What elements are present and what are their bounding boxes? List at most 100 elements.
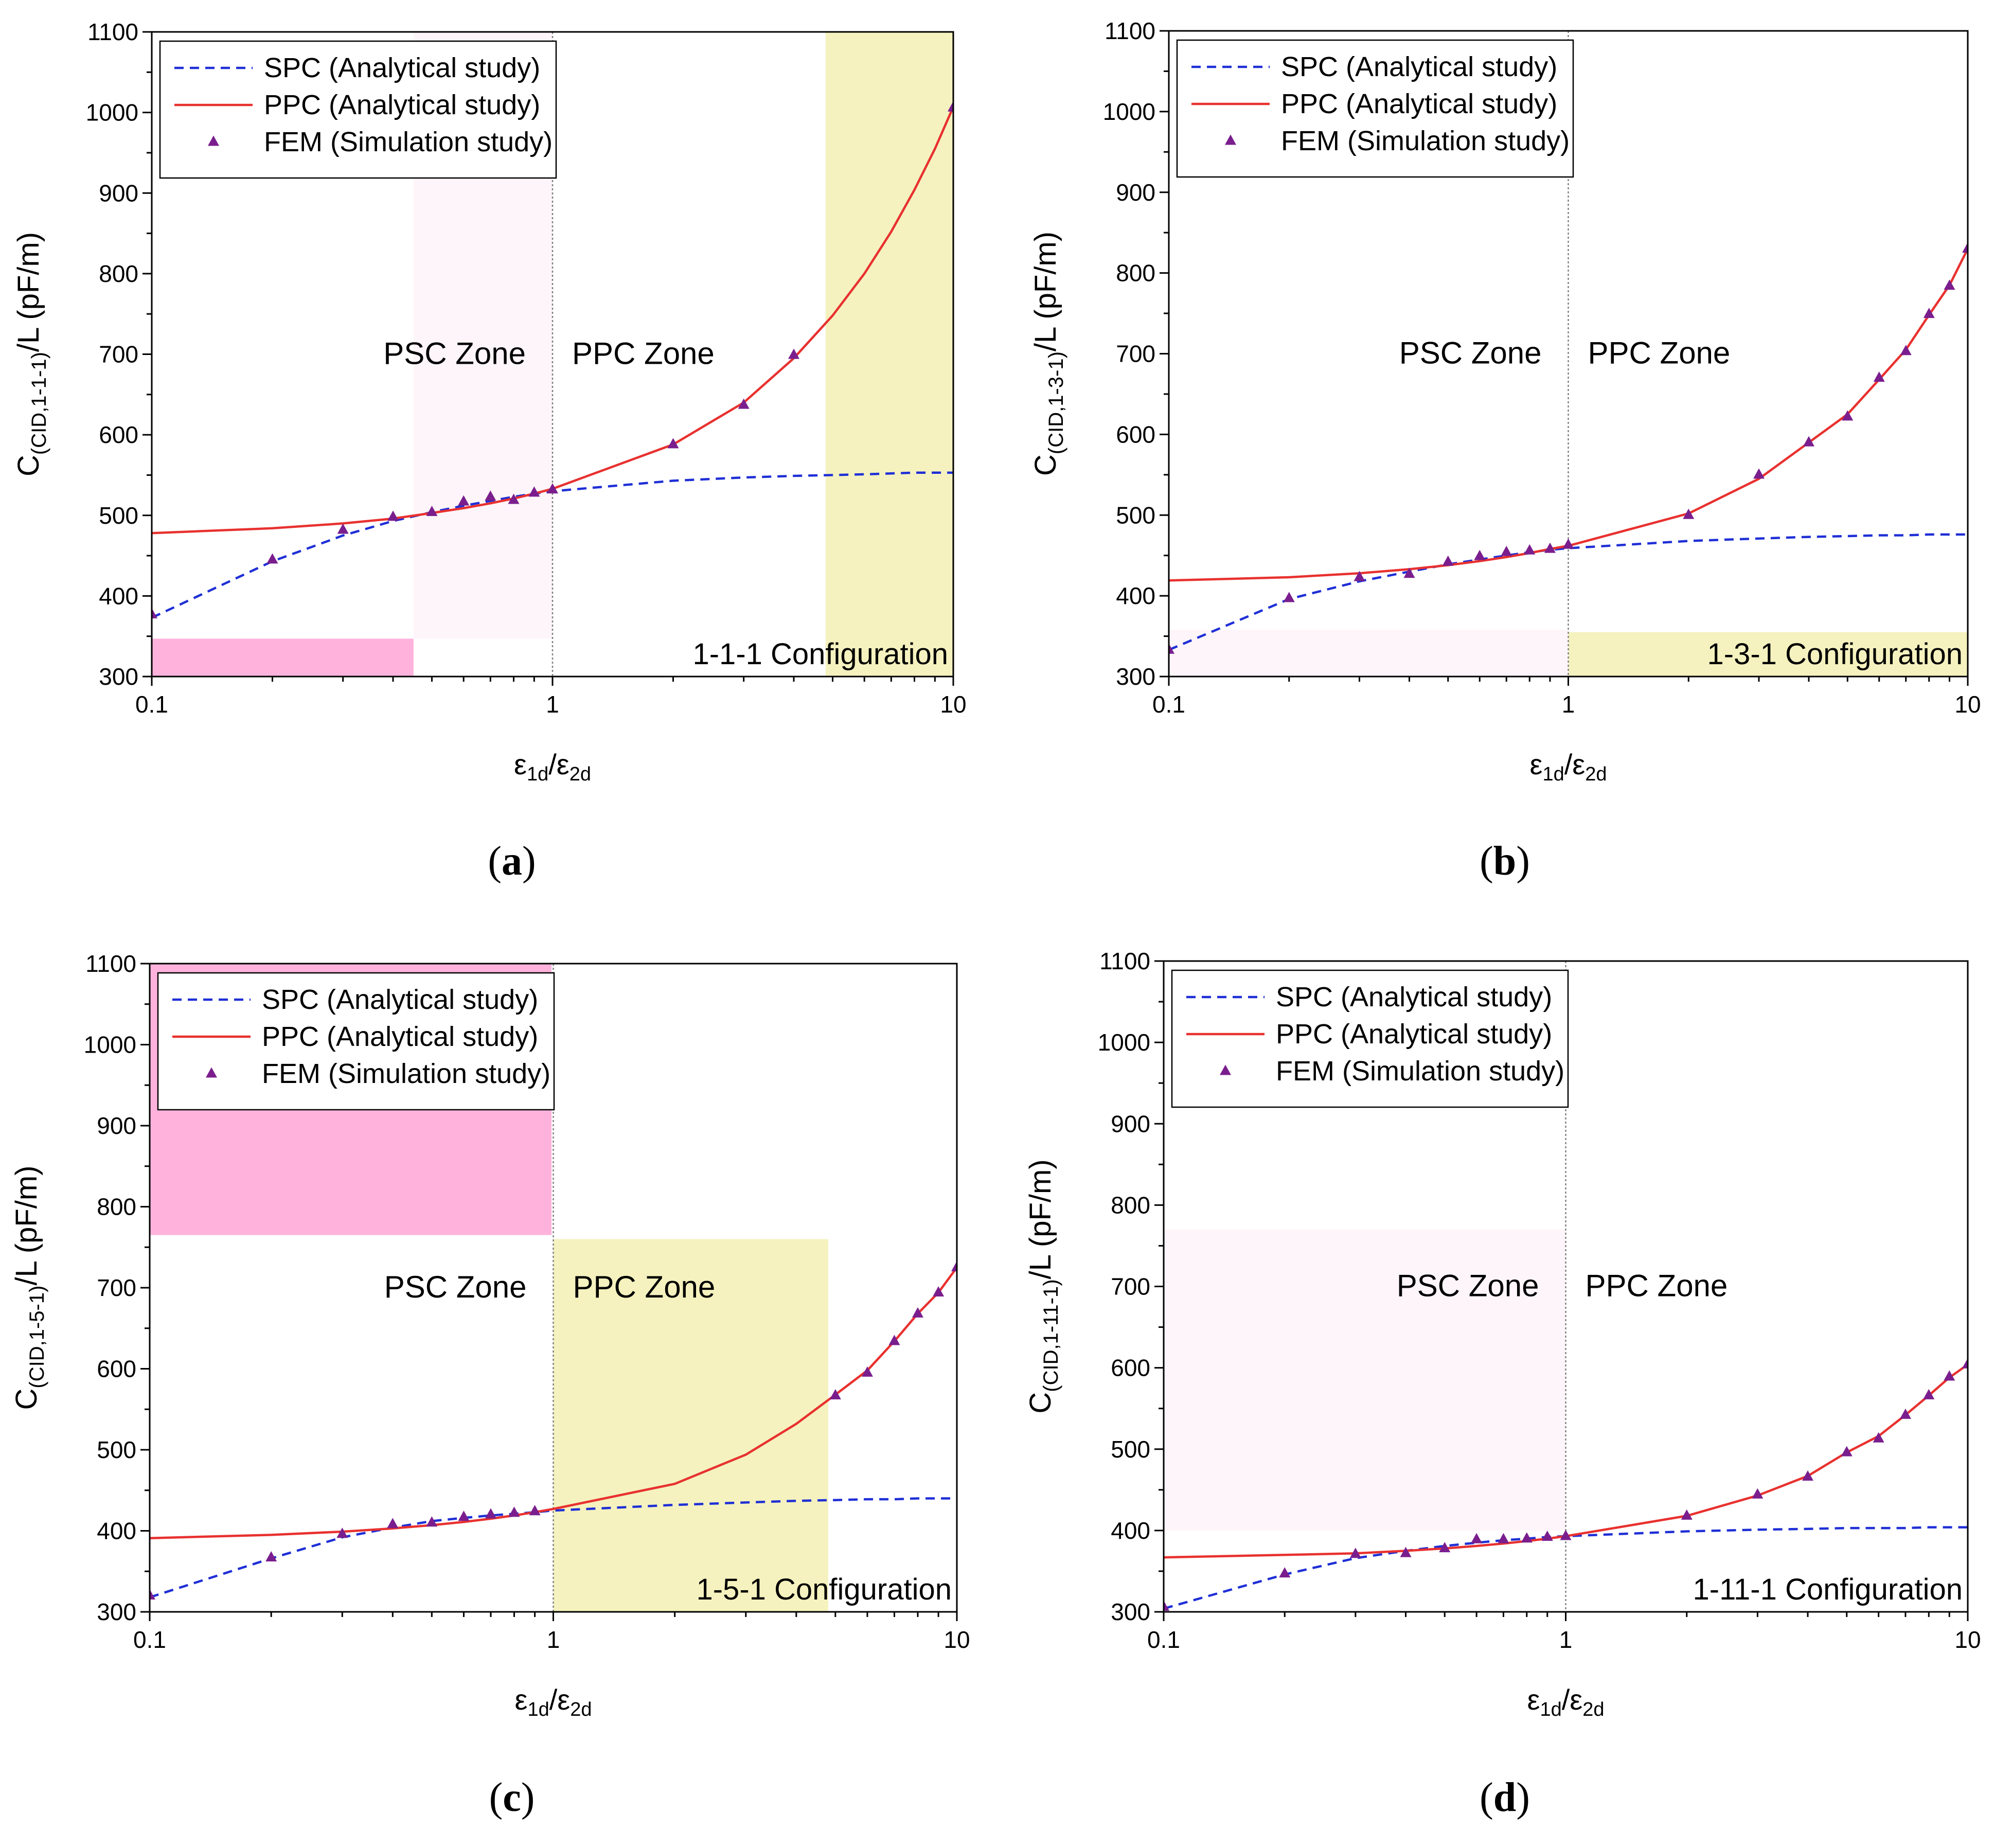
caption-open-paren: (: [1480, 1775, 1493, 1820]
x-tick-label: 0.1: [133, 1626, 166, 1653]
fem-marker: [336, 1527, 348, 1538]
panel-caption: (c): [489, 1775, 535, 1820]
y-tick-label: 300: [1111, 1598, 1150, 1625]
psc-zone-label: PSC Zone: [1397, 1268, 1539, 1303]
fem-marker: [1842, 410, 1854, 421]
y-tick-label: 500: [1116, 502, 1155, 528]
caption-open-paren: (: [1480, 839, 1493, 884]
y-tick-label: 600: [1116, 421, 1155, 448]
fem-marker: [1498, 1533, 1509, 1543]
legend-fem-swatch: [1225, 134, 1236, 145]
fem-marker: [1471, 1533, 1483, 1543]
y-label-main: C: [1024, 1392, 1057, 1414]
fem-marker: [933, 1286, 945, 1296]
legend-box: [1171, 969, 1569, 1108]
fem-marker: [667, 438, 679, 449]
y-tick-label: 300: [99, 663, 138, 690]
fem-marker: [1524, 544, 1536, 555]
y-tick-label: 600: [99, 421, 138, 448]
y-tick-label: 1000: [1098, 1029, 1150, 1056]
highlight-region-pink_faint: [1164, 1229, 1566, 1531]
fem-marker: [788, 348, 800, 359]
highlight-region-pink_faint: [1169, 630, 1569, 677]
caption-close-paren: ): [1516, 839, 1530, 884]
y-tick-label: 700: [1111, 1273, 1150, 1300]
x-axis-label: ε1d/ε2d: [1529, 748, 1607, 785]
ppc-zone-label: PPC Zone: [572, 336, 715, 370]
y-tick-label: 400: [1116, 582, 1155, 609]
fem-marker: [547, 483, 558, 494]
caption-letter: d: [1493, 1775, 1517, 1820]
x-tick-label: 0.1: [135, 691, 168, 718]
y-tick-label: 400: [1111, 1517, 1150, 1544]
y-tick-label: 700: [99, 341, 138, 368]
fem-marker: [1349, 1548, 1361, 1558]
fem-marker: [150, 1589, 155, 1600]
psc-zone-label: PSC Zone: [383, 336, 526, 370]
ppc-zone-label: PPC Zone: [1588, 335, 1731, 370]
highlight-region-yellow: [1568, 632, 1968, 677]
y-axis-label: C(CID,1-1-1)/L (pF/m): [12, 232, 50, 476]
fem-marker: [1562, 538, 1574, 549]
y-tick-label: 1100: [85, 950, 136, 977]
legend: SPC (Analytical study) PPC (Analytical st…: [1176, 39, 1574, 178]
fem-marker: [485, 490, 496, 501]
legend-entry-label: SPC (Analytical study): [1276, 982, 1552, 1012]
legend-fem-swatch: [208, 135, 219, 146]
plot-area: [1169, 31, 1968, 677]
x-label-sub2: 2d: [1585, 763, 1607, 785]
x-label-sub1: 1d: [527, 763, 548, 785]
x-label-eps2: ε: [1572, 748, 1585, 780]
legend-entry-label: PPC (Analytical study): [1281, 88, 1557, 119]
psc-zone-label: PSC Zone: [384, 1270, 527, 1304]
y-tick-label: 500: [1111, 1436, 1150, 1463]
x-tick-label: 10: [943, 1626, 970, 1653]
legend-entry-label: FEM (Simulation study): [262, 1058, 550, 1089]
configuration-label: 1-1-1 Configuration: [692, 637, 948, 671]
y-tick-label: 1000: [1103, 98, 1155, 125]
x-tick-label: 1: [1559, 1626, 1573, 1653]
x-label-sub1: 1d: [1542, 763, 1564, 785]
x-label-slash: /: [548, 748, 557, 780]
caption-close-paren: ): [522, 839, 536, 884]
x-label-slash: /: [1564, 748, 1573, 780]
y-tick-label: 900: [97, 1112, 136, 1139]
x-label-sub1: 1d: [527, 1699, 549, 1720]
fem-marker: [1501, 545, 1512, 556]
legend-entry-label: SPC (Analytical study): [262, 984, 538, 1015]
ppc-zone-label: PPC Zone: [573, 1270, 716, 1304]
fem-marker: [912, 1307, 923, 1318]
highlight-region-yellow: [825, 32, 953, 677]
y-label-main: C: [12, 455, 45, 476]
legend-entry-label: SPC (Analytical study): [264, 52, 540, 83]
fem-marker: [152, 608, 157, 618]
x-tick-label: 1: [547, 1626, 560, 1653]
fem-marker: [829, 1389, 841, 1399]
fem-marker: [738, 398, 750, 409]
x-label-slash: /: [549, 1683, 558, 1716]
caption-letter: b: [1493, 839, 1517, 884]
configuration-label: 1-3-1 Configuration: [1707, 637, 1963, 671]
fem-marker: [1752, 1488, 1764, 1499]
x-tick-label: 10: [1954, 1626, 1981, 1653]
x-label-slash: /: [1562, 1683, 1570, 1716]
x-label-eps1: ε: [514, 1683, 527, 1716]
fem-marker: [426, 505, 438, 516]
y-label-sub: (CID,1-1-1): [28, 352, 50, 455]
fem-marker: [485, 1508, 496, 1519]
x-label-eps2: ε: [557, 1683, 570, 1716]
fem-marker: [1541, 1531, 1553, 1541]
x-label-sub1: 1d: [1540, 1699, 1561, 1720]
x-axis-label: ε1d/ε2d: [514, 748, 591, 785]
legend-entry-label: PPC (Analytical study): [264, 90, 540, 120]
y-label-sub: (CID,1-11-1): [1040, 1279, 1062, 1392]
y-axis-label: C(CID,1-3-1)/L (pF/m): [1029, 232, 1067, 476]
fem-marker: [1900, 345, 1912, 356]
psc-zone-label: PSC Zone: [1399, 335, 1542, 370]
y-label-main: C: [1029, 454, 1062, 476]
y-tick-label: 1000: [84, 1032, 136, 1058]
